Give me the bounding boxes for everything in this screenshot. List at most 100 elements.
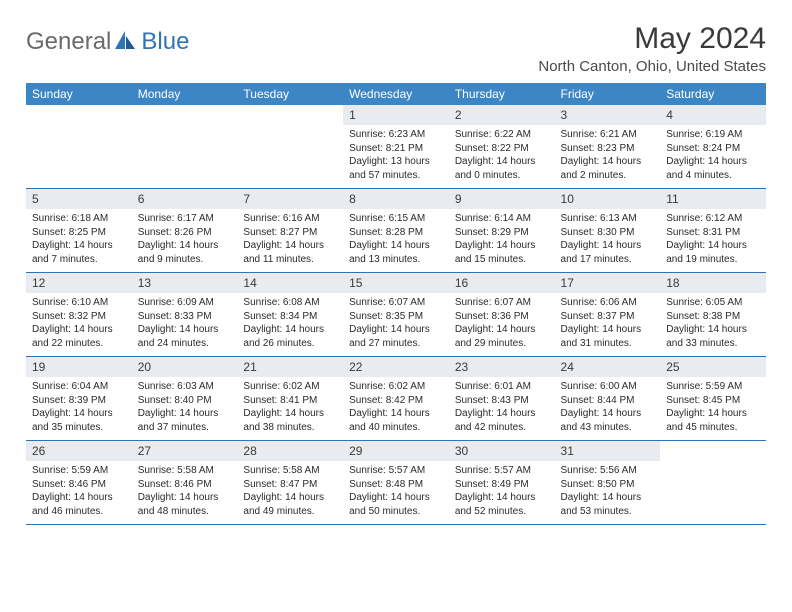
day-number-cell: 2 [449,105,555,125]
sunrise-text: Sunrise: 6:09 AM [138,296,232,310]
daylight-text: Daylight: 14 hours and 31 minutes. [561,323,655,350]
day-detail-cell: Sunrise: 6:06 AMSunset: 8:37 PMDaylight:… [555,293,661,357]
daylight-text: Daylight: 14 hours and 29 minutes. [455,323,549,350]
sunrise-text: Sunrise: 6:13 AM [561,212,655,226]
day-number-cell: 14 [237,273,343,294]
daylight-text: Daylight: 14 hours and 24 minutes. [138,323,232,350]
sunrise-text: Sunrise: 6:16 AM [243,212,337,226]
day-detail-cell [132,125,238,189]
calendar-page: GeneralBlue May 2024 North Canton, Ohio,… [0,0,792,535]
daylight-text: Daylight: 14 hours and 19 minutes. [666,239,760,266]
week-detail-row: Sunrise: 6:04 AMSunset: 8:39 PMDaylight:… [26,377,766,441]
daylight-text: Daylight: 14 hours and 43 minutes. [561,407,655,434]
sunset-text: Sunset: 8:28 PM [349,226,443,240]
day-detail-cell: Sunrise: 6:15 AMSunset: 8:28 PMDaylight:… [343,209,449,273]
day-number-cell: 10 [555,189,661,210]
daylight-text: Daylight: 14 hours and 33 minutes. [666,323,760,350]
day-number-cell: 15 [343,273,449,294]
daylight-text: Daylight: 14 hours and 13 minutes. [349,239,443,266]
day-detail-cell: Sunrise: 6:09 AMSunset: 8:33 PMDaylight:… [132,293,238,357]
day-number-cell [237,105,343,125]
day-detail-cell: Sunrise: 6:10 AMSunset: 8:32 PMDaylight:… [26,293,132,357]
daylight-text: Daylight: 14 hours and 0 minutes. [455,155,549,182]
sunset-text: Sunset: 8:30 PM [561,226,655,240]
day-number-cell: 5 [26,189,132,210]
brand-sail-icon [115,31,137,54]
daylight-text: Daylight: 14 hours and 35 minutes. [32,407,126,434]
day-number-cell: 7 [237,189,343,210]
daylight-text: Daylight: 14 hours and 49 minutes. [243,491,337,518]
calendar-table: Sunday Monday Tuesday Wednesday Thursday… [26,83,766,525]
day-detail-cell: Sunrise: 6:22 AMSunset: 8:22 PMDaylight:… [449,125,555,189]
day-number-cell: 30 [449,441,555,462]
day-number-cell: 24 [555,357,661,378]
sunset-text: Sunset: 8:50 PM [561,478,655,492]
sunrise-text: Sunrise: 5:57 AM [349,464,443,478]
sunrise-text: Sunrise: 6:17 AM [138,212,232,226]
daylight-text: Daylight: 14 hours and 52 minutes. [455,491,549,518]
sunrise-text: Sunrise: 6:06 AM [561,296,655,310]
sunset-text: Sunset: 8:32 PM [32,310,126,324]
day-detail-cell: Sunrise: 6:07 AMSunset: 8:35 PMDaylight:… [343,293,449,357]
sunset-text: Sunset: 8:39 PM [32,394,126,408]
sunset-text: Sunset: 8:33 PM [138,310,232,324]
sunset-text: Sunset: 8:24 PM [666,142,760,156]
sunset-text: Sunset: 8:47 PM [243,478,337,492]
sunset-text: Sunset: 8:40 PM [138,394,232,408]
day-header: Wednesday [343,83,449,105]
daylight-text: Daylight: 14 hours and 9 minutes. [138,239,232,266]
day-detail-cell: Sunrise: 6:19 AMSunset: 8:24 PMDaylight:… [660,125,766,189]
sunrise-text: Sunrise: 6:15 AM [349,212,443,226]
week-detail-row: Sunrise: 6:23 AMSunset: 8:21 PMDaylight:… [26,125,766,189]
week-daynum-row: 262728293031 [26,441,766,462]
sunset-text: Sunset: 8:35 PM [349,310,443,324]
day-detail-cell: Sunrise: 6:00 AMSunset: 8:44 PMDaylight:… [555,377,661,441]
day-detail-cell: Sunrise: 6:14 AMSunset: 8:29 PMDaylight:… [449,209,555,273]
sunset-text: Sunset: 8:43 PM [455,394,549,408]
sunrise-text: Sunrise: 6:00 AM [561,380,655,394]
day-number-cell: 17 [555,273,661,294]
week-daynum-row: 567891011 [26,189,766,210]
day-detail-cell: Sunrise: 5:58 AMSunset: 8:47 PMDaylight:… [237,461,343,525]
week-daynum-row: 12131415161718 [26,273,766,294]
daylight-text: Daylight: 14 hours and 45 minutes. [666,407,760,434]
day-detail-cell: Sunrise: 5:59 AMSunset: 8:46 PMDaylight:… [26,461,132,525]
day-number-cell: 20 [132,357,238,378]
day-number-cell: 11 [660,189,766,210]
day-number-cell: 9 [449,189,555,210]
daylight-text: Daylight: 14 hours and 11 minutes. [243,239,337,266]
day-detail-cell: Sunrise: 6:12 AMSunset: 8:31 PMDaylight:… [660,209,766,273]
day-number-cell: 29 [343,441,449,462]
sunrise-text: Sunrise: 6:10 AM [32,296,126,310]
sunset-text: Sunset: 8:45 PM [666,394,760,408]
day-number-cell: 31 [555,441,661,462]
week-detail-row: Sunrise: 5:59 AMSunset: 8:46 PMDaylight:… [26,461,766,525]
sunrise-text: Sunrise: 6:18 AM [32,212,126,226]
sunset-text: Sunset: 8:44 PM [561,394,655,408]
brand-general: General [26,28,111,56]
sunset-text: Sunset: 8:22 PM [455,142,549,156]
sunrise-text: Sunrise: 6:21 AM [561,128,655,142]
day-number-cell: 21 [237,357,343,378]
sunset-text: Sunset: 8:46 PM [32,478,126,492]
day-detail-cell: Sunrise: 6:21 AMSunset: 8:23 PMDaylight:… [555,125,661,189]
day-detail-cell: Sunrise: 6:04 AMSunset: 8:39 PMDaylight:… [26,377,132,441]
daylight-text: Daylight: 14 hours and 37 minutes. [138,407,232,434]
daylight-text: Daylight: 14 hours and 48 minutes. [138,491,232,518]
daylight-text: Daylight: 14 hours and 17 minutes. [561,239,655,266]
day-number-cell: 28 [237,441,343,462]
daylight-text: Daylight: 14 hours and 2 minutes. [561,155,655,182]
sunset-text: Sunset: 8:31 PM [666,226,760,240]
sunrise-text: Sunrise: 5:56 AM [561,464,655,478]
day-detail-cell: Sunrise: 6:18 AMSunset: 8:25 PMDaylight:… [26,209,132,273]
daylight-text: Daylight: 14 hours and 7 minutes. [32,239,126,266]
sunrise-text: Sunrise: 5:58 AM [138,464,232,478]
daylight-text: Daylight: 14 hours and 53 minutes. [561,491,655,518]
day-detail-cell [26,125,132,189]
daylight-text: Daylight: 14 hours and 42 minutes. [455,407,549,434]
week-daynum-row: 1234 [26,105,766,125]
sunset-text: Sunset: 8:48 PM [349,478,443,492]
week-detail-row: Sunrise: 6:10 AMSunset: 8:32 PM Daylight:… [26,293,766,357]
day-number-cell: 26 [26,441,132,462]
day-detail-cell [237,125,343,189]
